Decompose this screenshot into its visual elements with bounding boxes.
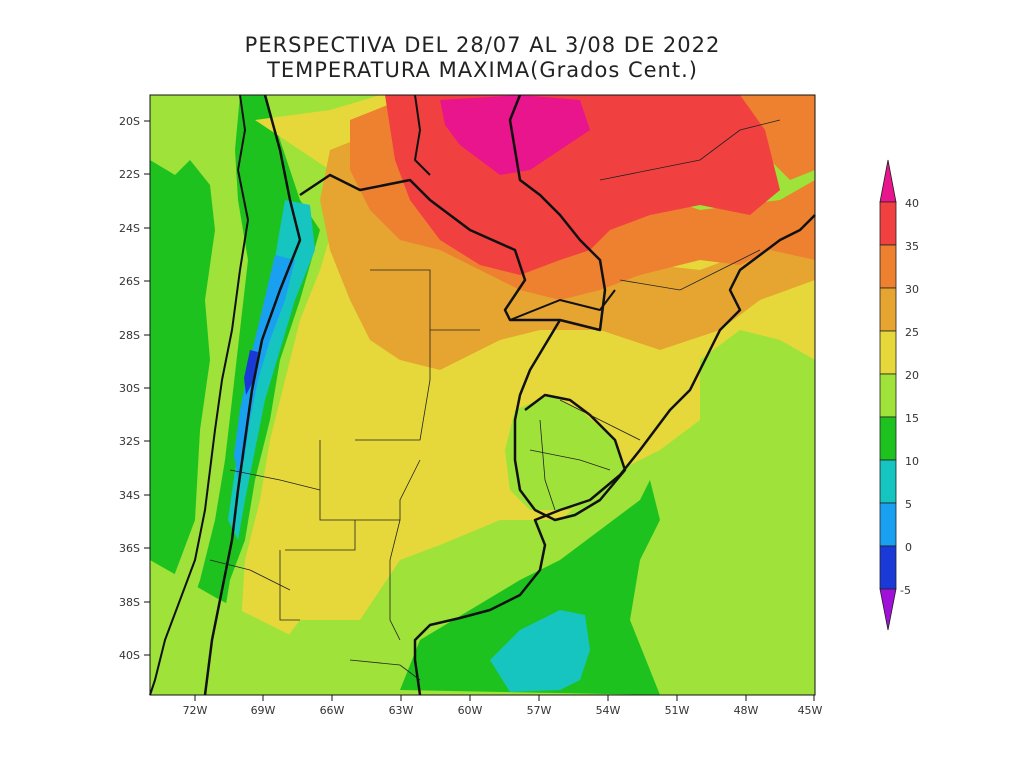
lat-label: 30S — [119, 382, 140, 395]
lon-label: 54W — [596, 704, 621, 717]
border-chile-argentina — [203, 94, 302, 696]
lat-axis: 20S 22S 24S 26S 28S 30S 32S 34S 36S 38S … — [119, 115, 150, 662]
border-uruguay — [513, 319, 627, 522]
lat-label: 34S — [119, 489, 140, 502]
colorbar-band — [879, 373, 897, 418]
cuyo-line — [229, 469, 321, 491]
map-borders — [149, 94, 816, 696]
colorbar-bottom-arrow — [879, 588, 897, 631]
lat-label: 28S — [119, 329, 140, 342]
colorbar-label: 20 — [905, 369, 919, 382]
border-bolivia-brazil — [414, 94, 431, 176]
colorbar-label: 35 — [905, 240, 919, 253]
field-uruguay-lightgreen — [505, 395, 625, 510]
lat-label: 36S — [119, 542, 140, 555]
lat-label: 26S — [119, 275, 140, 288]
colorbar-band — [879, 416, 897, 461]
colorbar-band — [879, 287, 897, 332]
colorbar-label: 25 — [905, 326, 919, 339]
lat-label: 22S — [119, 168, 140, 181]
brazil-line-1 — [599, 119, 781, 181]
colorbar-band — [879, 244, 897, 289]
province-line-4 — [370, 269, 431, 330]
field-pacific-green — [150, 160, 215, 630]
colorbar-top-arrow — [879, 159, 897, 203]
colorbar: 40 35 30 25 20 15 10 5 0 -5 — [879, 159, 919, 631]
lon-label: 63W — [389, 704, 414, 717]
lon-label: 48W — [734, 704, 759, 717]
colorbar-label: 40 — [905, 197, 919, 210]
field-atlantic-lightgreen — [700, 330, 815, 450]
colorbar-label: 5 — [905, 498, 912, 511]
province-line-6 — [389, 519, 401, 641]
province-line-2 — [279, 550, 300, 621]
uruguay-internal-2 — [529, 449, 611, 471]
colorbar-band — [879, 459, 897, 504]
temperature-field — [150, 95, 815, 695]
field-andes-sky — [234, 255, 295, 480]
lon-axis: 72W 69W 66W 63W 60W 57W 54W 51W 48W 45W — [183, 695, 823, 717]
colorbar-band — [879, 545, 897, 590]
map-frame — [149, 94, 816, 696]
lat-label: 20S — [119, 115, 140, 128]
patagonia-line-1 — [209, 559, 291, 591]
lon-label: 69W — [251, 704, 276, 717]
coastline-pacific — [149, 94, 249, 696]
lon-label: 45W — [798, 704, 823, 717]
colorbar-label: 10 — [905, 455, 919, 468]
border-misiones — [509, 289, 616, 321]
field-ocean-green — [400, 480, 660, 695]
patagonia-line-2 — [349, 659, 421, 681]
lat-label: 38S — [119, 596, 140, 609]
colorbar-label: -5 — [900, 584, 911, 597]
lat-label: 24S — [119, 222, 140, 235]
lon-label: 60W — [458, 704, 483, 717]
coastline-atlantic — [413, 214, 816, 696]
colorbar-band — [879, 330, 897, 375]
uruguay-internal-1 — [559, 399, 641, 441]
lon-label: 72W — [183, 704, 208, 717]
map-title-line1: PERSPECTIVA DEL 28/07 AL 3/08 DE 2022 — [244, 33, 721, 57]
brazil-line-2 — [619, 249, 761, 291]
field-magenta — [440, 95, 590, 175]
lat-label: 40S — [119, 649, 140, 662]
province-line-5 — [319, 440, 355, 521]
map-title-line2: TEMPERATURA MAXIMA(Grados Cent.) — [267, 58, 698, 82]
lat-label: 32S — [119, 435, 140, 448]
colorbar-label: 15 — [905, 412, 919, 425]
field-ocean-cyan — [490, 610, 590, 692]
province-borders — [209, 119, 781, 681]
province-line-3 — [355, 329, 480, 441]
lon-label: 66W — [320, 704, 345, 717]
colorbar-label: 0 — [905, 541, 912, 554]
uruguay-internal-3 — [539, 419, 556, 511]
field-andes-cyan — [228, 200, 315, 540]
colorbar-label: 30 — [905, 283, 919, 296]
lon-label: 57W — [527, 704, 552, 717]
field-andes-blue — [244, 350, 258, 395]
lon-label: 51W — [665, 704, 690, 717]
colorbar-band — [879, 201, 897, 246]
colorbar-band — [879, 502, 897, 547]
field-orange-ne — [740, 95, 815, 180]
